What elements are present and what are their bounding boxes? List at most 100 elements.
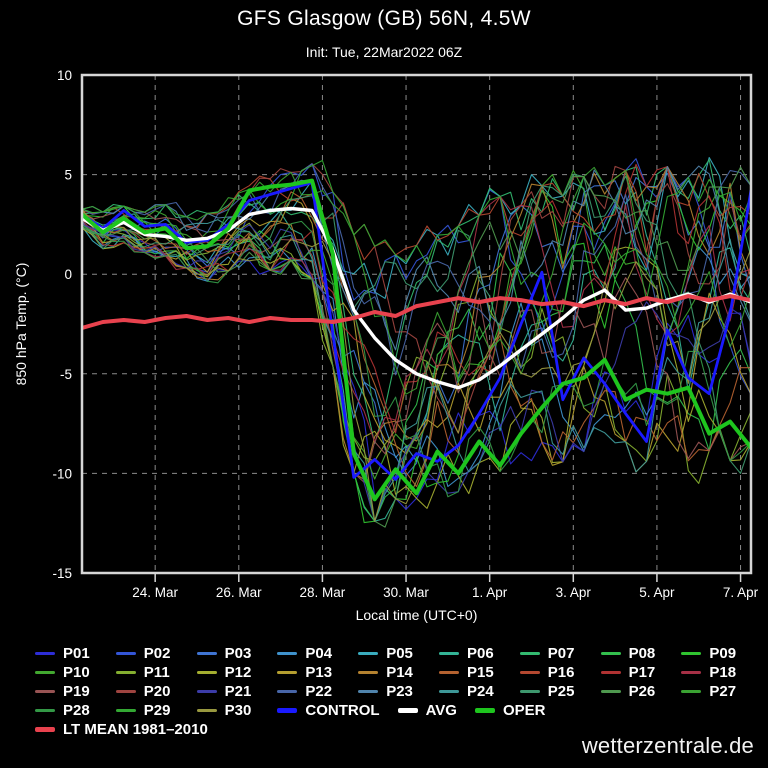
ensemble-members bbox=[82, 156, 751, 528]
legend-item-p13: P13 bbox=[277, 663, 358, 682]
member-line-p14 bbox=[82, 166, 751, 481]
legend-swatch bbox=[115, 709, 136, 712]
legend-label: P18 bbox=[709, 664, 737, 681]
legend-label: P10 bbox=[63, 664, 90, 681]
legend-swatch bbox=[519, 690, 540, 693]
legend-label: P15 bbox=[466, 664, 494, 681]
legend-swatch bbox=[277, 708, 298, 713]
legend-swatch bbox=[115, 690, 136, 693]
legend-label: P30 bbox=[224, 702, 252, 719]
legend-item-p20: P20 bbox=[115, 682, 197, 701]
series-line-oper bbox=[82, 178, 751, 502]
legend-swatch bbox=[277, 652, 298, 655]
legend-item-p26: P26 bbox=[600, 682, 682, 701]
legend-swatch bbox=[519, 671, 540, 674]
legend-label: P08 bbox=[628, 645, 656, 662]
legend-item-p01: P01 bbox=[35, 644, 116, 663]
member-line-p22 bbox=[82, 163, 751, 376]
legend-item-lt-mean-1981-2010: LT MEAN 1981–2010 bbox=[35, 720, 208, 739]
legend-item-avg: AVG bbox=[397, 701, 457, 720]
x-tick-label: 3. Apr bbox=[556, 585, 592, 600]
legend-item-p15: P15 bbox=[438, 663, 520, 682]
axis-labels: 24. Mar 26. Mar 28. Mar 30. Mar 1. Apr 3. Apr… bbox=[52, 68, 758, 600]
legend-item-oper: OPER bbox=[474, 701, 546, 720]
legend-label: P02 bbox=[143, 645, 171, 662]
legend-label: P27 bbox=[709, 683, 737, 700]
y-tick-label: -15 bbox=[52, 566, 72, 581]
legend-swatch bbox=[397, 708, 418, 713]
member-line-p27 bbox=[82, 166, 751, 395]
chart-subtitle: Init: Tue, 22Mar2022 06Z bbox=[305, 44, 463, 60]
legend-swatch bbox=[474, 708, 495, 713]
member-line-p02 bbox=[82, 158, 751, 395]
legend-swatch bbox=[35, 709, 55, 712]
legend-swatch bbox=[600, 671, 621, 674]
legend-item-p10: P10 bbox=[35, 663, 116, 682]
legend-label: P19 bbox=[63, 683, 90, 700]
legend-swatch bbox=[438, 671, 459, 674]
member-line-p12 bbox=[82, 227, 751, 509]
legend-label: P28 bbox=[63, 702, 90, 719]
legend-item-p23: P23 bbox=[358, 682, 439, 701]
legend-swatch bbox=[358, 652, 379, 655]
legend-swatch bbox=[196, 652, 217, 655]
legend-item-control: CONTROL bbox=[277, 701, 380, 720]
legend-swatch bbox=[681, 652, 702, 655]
legend-label: P23 bbox=[386, 683, 413, 700]
legend-label: P14 bbox=[386, 664, 413, 681]
legend-item-p05: P05 bbox=[358, 644, 439, 663]
legend-swatch bbox=[600, 652, 621, 655]
member-line-p30 bbox=[82, 208, 751, 522]
legend-row: P10 P11 P12 P13 P14 P15 P16 P17 P18 bbox=[35, 663, 763, 682]
legend-item-p08: P08 bbox=[600, 644, 682, 663]
legend-swatch bbox=[277, 671, 298, 674]
ensemble-chart: 24. Mar 26. Mar 28. Mar 30. Mar 1. Apr 3. Apr… bbox=[13, 68, 759, 623]
x-tick-label: 28. Mar bbox=[300, 585, 346, 600]
legend-swatch bbox=[277, 690, 298, 693]
legend-swatch bbox=[358, 671, 379, 674]
legend-row: P28 P29 P30 CONTROL AVG OPER bbox=[35, 701, 763, 720]
main-series bbox=[82, 178, 751, 502]
x-tick-label: 1. Apr bbox=[472, 585, 508, 600]
legend-label: LT MEAN 1981–2010 bbox=[63, 721, 208, 738]
gridlines bbox=[82, 75, 751, 573]
legend-item-p22: P22 bbox=[277, 682, 358, 701]
legend-item-p19: P19 bbox=[35, 682, 116, 701]
legend-label: P01 bbox=[63, 645, 90, 662]
member-line-p07 bbox=[82, 159, 751, 445]
x-tick-label: 5. Apr bbox=[639, 585, 675, 600]
legend-item-p11: P11 bbox=[115, 663, 197, 682]
series-line-lt bbox=[82, 294, 751, 330]
legend-swatch bbox=[600, 690, 621, 693]
legend-swatch bbox=[115, 652, 136, 655]
legend-item-p28: P28 bbox=[35, 701, 116, 720]
member-line-p11 bbox=[82, 213, 751, 484]
legend-item-p17: P17 bbox=[600, 663, 682, 682]
legend-item-p29: P29 bbox=[115, 701, 197, 720]
legend-label: CONTROL bbox=[305, 702, 380, 719]
legend-label: OPER bbox=[502, 702, 546, 719]
legend-item-p14: P14 bbox=[358, 663, 439, 682]
legend-label: P05 bbox=[386, 645, 413, 662]
legend-swatch bbox=[196, 690, 217, 693]
legend-swatch bbox=[681, 690, 702, 693]
legend-swatch bbox=[35, 652, 55, 655]
y-tick-label: -5 bbox=[60, 367, 72, 382]
legend-label: P16 bbox=[547, 664, 575, 681]
legend-item-p02: P02 bbox=[115, 644, 197, 663]
legend-swatch bbox=[519, 652, 540, 655]
legend-label: P09 bbox=[709, 645, 737, 662]
legend-swatch bbox=[35, 690, 55, 693]
legend-swatch bbox=[681, 671, 702, 674]
series-line-control bbox=[82, 181, 751, 481]
legend-row: LT MEAN 1981–2010 bbox=[35, 720, 763, 739]
x-tick-label: 7. Apr bbox=[723, 585, 759, 600]
legend-label: P17 bbox=[628, 664, 656, 681]
legend-label: P04 bbox=[305, 645, 333, 662]
legend-item-p09: P09 bbox=[681, 644, 762, 663]
legend-label: P06 bbox=[466, 645, 494, 662]
legend-swatch bbox=[35, 671, 55, 674]
legend-row: P01 P02 P03 P04 P05 P06 P07 P08 P09 bbox=[35, 644, 763, 663]
legend-label: P29 bbox=[143, 702, 171, 719]
